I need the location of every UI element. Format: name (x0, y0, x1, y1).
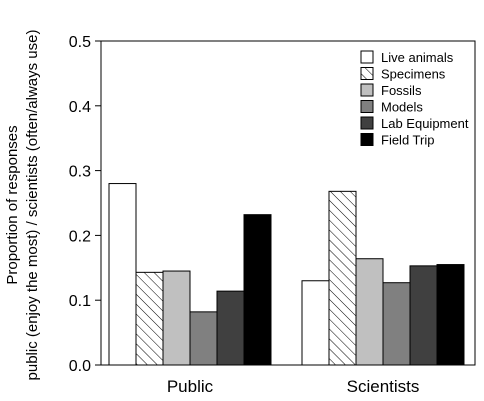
y-axis-title-line-2: public (enjoy the most) / scientists (of… (24, 30, 41, 381)
plot-area (100, 40, 476, 366)
bar-specimens-public (135, 271, 164, 366)
legend-label: Lab Equipment (381, 116, 469, 131)
bar-models-scientists (382, 282, 411, 366)
bar-live-animals-scientists (301, 280, 330, 366)
x-category-label: Scientists (347, 377, 420, 396)
bar-specimens-scientists (328, 190, 357, 366)
legend-swatch (360, 100, 374, 113)
bar-live-animals-public (108, 183, 137, 366)
legend-swatch (360, 50, 374, 64)
bar-fossils-scientists (355, 258, 384, 366)
legend-label: Specimens (381, 67, 446, 82)
legend-swatch (360, 67, 374, 80)
legend-label: Field Trip (381, 133, 434, 148)
x-axis: Public Scientists (167, 377, 420, 396)
legend-label: Models (381, 100, 423, 115)
x-category-label: Public (167, 377, 214, 396)
y-tick-label: 0.0 (69, 358, 91, 375)
legend-swatch (360, 83, 374, 97)
bar-lab-equipment-scientists (409, 265, 438, 366)
bar-models-public (189, 311, 218, 366)
y-tick-label: 0.2 (69, 228, 91, 245)
legend-swatch (360, 133, 374, 146)
y-tick-label: 0.3 (69, 164, 91, 181)
y-tick-label: 0.1 (69, 293, 91, 310)
y-axis: 0.0 0.1 0.2 0.3 0.4 0.5 (69, 34, 101, 375)
legend-label: Live animals (381, 50, 454, 65)
legend-label: Fossils (381, 83, 422, 98)
bar-fossils-public (162, 270, 191, 366)
y-tick-label: 0.5 (69, 34, 91, 51)
plot-frame (100, 40, 476, 366)
bar-field-trip-scientists (436, 264, 465, 366)
bar-lab-equipment-public (216, 290, 245, 366)
bar-field-trip-public (243, 214, 272, 366)
y-tick-label: 0.4 (69, 99, 91, 116)
y-axis-title-line-1: Proportion of responses (4, 125, 21, 284)
legend-swatch (360, 116, 374, 130)
